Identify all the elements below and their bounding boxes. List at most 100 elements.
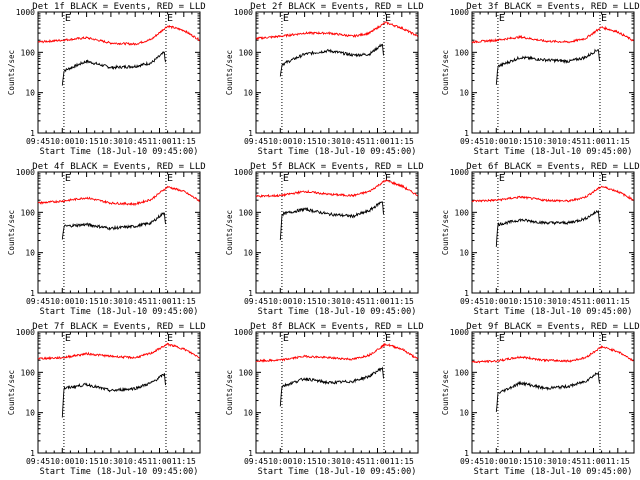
x-tick-label: 10:15 xyxy=(509,457,533,466)
x-tick-label: 10:45 xyxy=(123,297,147,306)
x-tick-label: 11:00 xyxy=(581,137,605,146)
plot-frame xyxy=(471,331,635,454)
x-tick-label: 10:15 xyxy=(75,137,99,146)
x-tick-label: 10:30 xyxy=(317,137,341,146)
x-tick-label: 10:00 xyxy=(484,297,508,306)
y-tick-label: 1000 xyxy=(450,8,469,17)
y-tick-label: 1000 xyxy=(234,8,253,17)
y-axis-label: Counts/sec xyxy=(225,210,234,255)
x-tick-label: 10:30 xyxy=(533,297,557,306)
event-marker-label: E xyxy=(601,333,607,344)
y-axis-label: Counts/sec xyxy=(7,50,16,95)
x-tick-label: 10:15 xyxy=(509,297,533,306)
y-tick-label: 1000 xyxy=(16,328,35,337)
x-tick-label: 10:30 xyxy=(99,297,123,306)
lld-series-line xyxy=(255,342,418,363)
y-tick-label: 100 xyxy=(455,208,470,217)
x-tick-label: 10:00 xyxy=(50,457,74,466)
x-tick-label: 11:15 xyxy=(606,137,630,146)
x-tick-label: 11:15 xyxy=(172,457,196,466)
y-tick-label: 100 xyxy=(21,48,36,57)
x-tick-label: 10:45 xyxy=(341,137,365,146)
lld-series-line xyxy=(471,344,634,364)
chart-panel-7: Det 7f BLACK = Events, RED = LLD 1 10 100 10… xyxy=(7,322,206,477)
panel-title: Det 5f BLACK = Events, RED = LLD xyxy=(250,162,423,172)
x-tick-label: 11:00 xyxy=(147,137,171,146)
x-tick-label: 09:45 xyxy=(244,297,268,306)
plot-frame xyxy=(471,171,635,294)
event-marker-label: E xyxy=(65,13,71,24)
y-tick-label: 10 xyxy=(459,89,469,98)
x-tick-label: 11:15 xyxy=(606,297,630,306)
y-axis-label: Counts/sec xyxy=(441,370,450,415)
events-series-line xyxy=(495,370,600,412)
y-tick-label: 100 xyxy=(21,368,36,377)
y-axis-label: Counts/sec xyxy=(441,210,450,255)
x-tick-label: 09:45 xyxy=(26,137,50,146)
x-tick-label: 10:15 xyxy=(75,457,99,466)
x-axis-label: Start Time (18-Jul-10 09:45:00) xyxy=(258,147,417,157)
x-tick-label: 11:00 xyxy=(365,297,389,306)
event-marker-label: E xyxy=(601,13,607,24)
chart-panel-9: Det 9f BLACK = Events, RED = LLD 1 10 100 10… xyxy=(441,322,640,477)
x-tick-label: 10:30 xyxy=(317,297,341,306)
events-series-line xyxy=(279,201,384,241)
y-tick-label: 1 xyxy=(30,449,35,458)
chart-panel-4: Det 4f BLACK = Events, RED = LLD 1 10 100 10… xyxy=(7,162,206,317)
x-tick-label: 10:45 xyxy=(557,457,581,466)
event-marker-label: E xyxy=(385,333,391,344)
event-marker-label: E xyxy=(283,13,289,24)
chart-panel-5: Det 5f BLACK = Events, RED = LLD 1 10 100 10… xyxy=(225,162,424,317)
y-tick-label: 1 xyxy=(248,289,253,298)
event-marker-label: E xyxy=(499,333,505,344)
x-tick-label: 11:15 xyxy=(390,137,414,146)
events-series-line xyxy=(61,373,166,418)
chart-panel-2: Det 2f BLACK = Events, RED = LLD 1 10 100 10… xyxy=(225,2,424,157)
x-tick-label: 10:15 xyxy=(293,297,317,306)
x-tick-label: 10:00 xyxy=(484,137,508,146)
x-tick-label: 10:30 xyxy=(533,137,557,146)
y-tick-label: 10 xyxy=(25,249,35,258)
x-tick-label: 10:00 xyxy=(484,457,508,466)
y-tick-label: 10 xyxy=(459,249,469,258)
y-tick-label: 100 xyxy=(239,208,254,217)
chart-panel-8: Det 8f BLACK = Events, RED = LLD 1 10 100 10… xyxy=(225,322,424,477)
plot-frame xyxy=(37,11,201,134)
y-tick-label: 100 xyxy=(239,48,254,57)
x-tick-label: 11:00 xyxy=(147,297,171,306)
x-tick-label: 11:15 xyxy=(172,137,196,146)
x-axis-label: Start Time (18-Jul-10 09:45:00) xyxy=(258,467,417,477)
x-tick-label: 11:15 xyxy=(390,297,414,306)
x-axis-label: Start Time (18-Jul-10 09:45:00) xyxy=(258,307,417,317)
x-tick-label: 10:30 xyxy=(317,457,341,466)
x-axis-label: Start Time (18-Jul-10 09:45:00) xyxy=(40,307,199,317)
lld-series-line xyxy=(37,342,200,361)
x-tick-label: 09:45 xyxy=(244,137,268,146)
y-tick-label: 1000 xyxy=(450,328,469,337)
x-tick-label: 11:00 xyxy=(581,457,605,466)
y-axis-label: Counts/sec xyxy=(225,370,234,415)
x-tick-label: 10:15 xyxy=(293,457,317,466)
x-tick-label: 10:15 xyxy=(75,297,99,306)
panel-title: Det 1f BLACK = Events, RED = LLD xyxy=(32,2,205,12)
events-series-line xyxy=(61,51,166,86)
x-tick-label: 11:00 xyxy=(365,137,389,146)
x-tick-label: 09:45 xyxy=(460,457,484,466)
x-tick-label: 10:00 xyxy=(50,137,74,146)
y-axis-label: Counts/sec xyxy=(7,370,16,415)
y-tick-label: 1000 xyxy=(16,168,35,177)
x-tick-label: 10:00 xyxy=(268,137,292,146)
y-tick-label: 10 xyxy=(25,89,35,98)
event-marker-label: E xyxy=(499,173,505,184)
x-tick-label: 10:30 xyxy=(533,457,557,466)
y-tick-label: 1 xyxy=(30,129,35,138)
panel-title: Det 8f BLACK = Events, RED = LLD xyxy=(250,322,423,332)
lld-series-line xyxy=(471,185,634,203)
x-tick-label: 11:00 xyxy=(147,457,171,466)
event-marker-label: E xyxy=(65,333,71,344)
lld-series-line xyxy=(471,25,634,44)
y-axis-label: Counts/sec xyxy=(225,50,234,95)
panel-title: Det 2f BLACK = Events, RED = LLD xyxy=(250,2,423,12)
x-tick-label: 10:00 xyxy=(50,297,74,306)
y-tick-label: 1000 xyxy=(450,168,469,177)
